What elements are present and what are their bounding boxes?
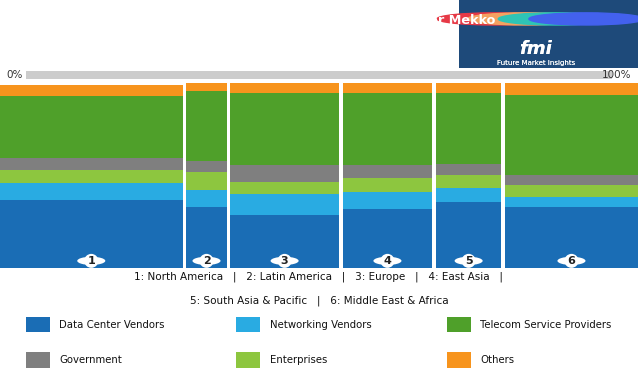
Text: 4: 4 xyxy=(383,256,391,266)
Text: 6: 6 xyxy=(568,256,575,266)
Text: 0%: 0% xyxy=(6,70,23,80)
Bar xyxy=(505,83,638,95)
Text: Telecom Service Providers: Telecom Service Providers xyxy=(480,320,612,330)
Bar xyxy=(230,164,339,182)
Text: Government: Government xyxy=(59,355,122,365)
Bar xyxy=(0,200,182,268)
Bar xyxy=(505,95,638,175)
Bar xyxy=(230,83,339,93)
Circle shape xyxy=(437,13,552,25)
Bar xyxy=(343,192,433,209)
Bar xyxy=(230,194,339,215)
Bar xyxy=(343,178,433,192)
Text: 5: 5 xyxy=(465,256,473,266)
Text: Future Market Insights: Future Market Insights xyxy=(497,60,575,66)
Bar xyxy=(186,190,226,207)
Bar xyxy=(26,71,612,79)
Text: fmi: fmi xyxy=(519,40,553,58)
Text: Chart, 2021: Chart, 2021 xyxy=(10,42,94,55)
Bar xyxy=(230,93,339,164)
Bar xyxy=(236,317,260,332)
Bar xyxy=(26,352,50,368)
Bar xyxy=(236,352,260,368)
Text: 2: 2 xyxy=(203,256,211,266)
Bar xyxy=(186,83,226,91)
Bar xyxy=(0,183,182,200)
Bar xyxy=(186,161,226,172)
Text: Others: Others xyxy=(480,355,514,365)
Circle shape xyxy=(193,257,221,265)
Text: 5: South Asia & Pacific   |   6: Middle East & Africa: 5: South Asia & Pacific | 6: Middle East… xyxy=(189,295,449,306)
Circle shape xyxy=(77,257,105,265)
Bar xyxy=(186,207,226,268)
Circle shape xyxy=(455,257,483,265)
Circle shape xyxy=(558,257,586,265)
Bar xyxy=(0,85,182,96)
Text: 1: North America   |   2: Latin America   |   3: Europe   |   4: East Asia   |: 1: North America | 2: Latin America | 3:… xyxy=(135,272,503,282)
Bar xyxy=(343,166,433,178)
Bar xyxy=(186,172,226,190)
Bar xyxy=(436,93,501,164)
Bar xyxy=(505,175,638,185)
Bar xyxy=(447,352,471,368)
Text: Future Market Insights: Future Market Insights xyxy=(497,60,575,66)
Text: Enterprises: Enterprises xyxy=(270,355,327,365)
Circle shape xyxy=(373,257,401,265)
Text: 1: 1 xyxy=(87,256,95,266)
Bar xyxy=(343,83,433,93)
Text: 3: 3 xyxy=(281,256,288,266)
Bar xyxy=(436,175,501,188)
Bar xyxy=(230,182,339,194)
Bar xyxy=(343,93,433,166)
Bar xyxy=(505,197,638,207)
Circle shape xyxy=(498,13,613,25)
Circle shape xyxy=(271,257,299,265)
Text: NVMe Over Fiber Channel Market Key Regions and End-User Mekko: NVMe Over Fiber Channel Market Key Regio… xyxy=(10,14,495,27)
Bar xyxy=(343,209,433,268)
Bar xyxy=(505,207,638,268)
Bar xyxy=(230,215,339,268)
Bar xyxy=(186,91,226,161)
Bar xyxy=(447,317,471,332)
Text: Data Center Vendors: Data Center Vendors xyxy=(59,320,165,330)
Bar xyxy=(436,188,501,203)
Circle shape xyxy=(468,13,582,25)
Bar xyxy=(436,203,501,268)
Bar xyxy=(26,317,50,332)
Polygon shape xyxy=(459,0,638,68)
Bar xyxy=(0,170,182,183)
Text: Networking Vendors: Networking Vendors xyxy=(270,320,371,330)
Text: 100%: 100% xyxy=(602,70,632,80)
Bar xyxy=(436,83,501,93)
Text: fmi: fmi xyxy=(519,40,553,58)
Circle shape xyxy=(529,13,638,25)
Bar xyxy=(0,96,182,158)
Bar xyxy=(505,185,638,197)
Bar xyxy=(0,158,182,170)
Bar xyxy=(436,164,501,175)
